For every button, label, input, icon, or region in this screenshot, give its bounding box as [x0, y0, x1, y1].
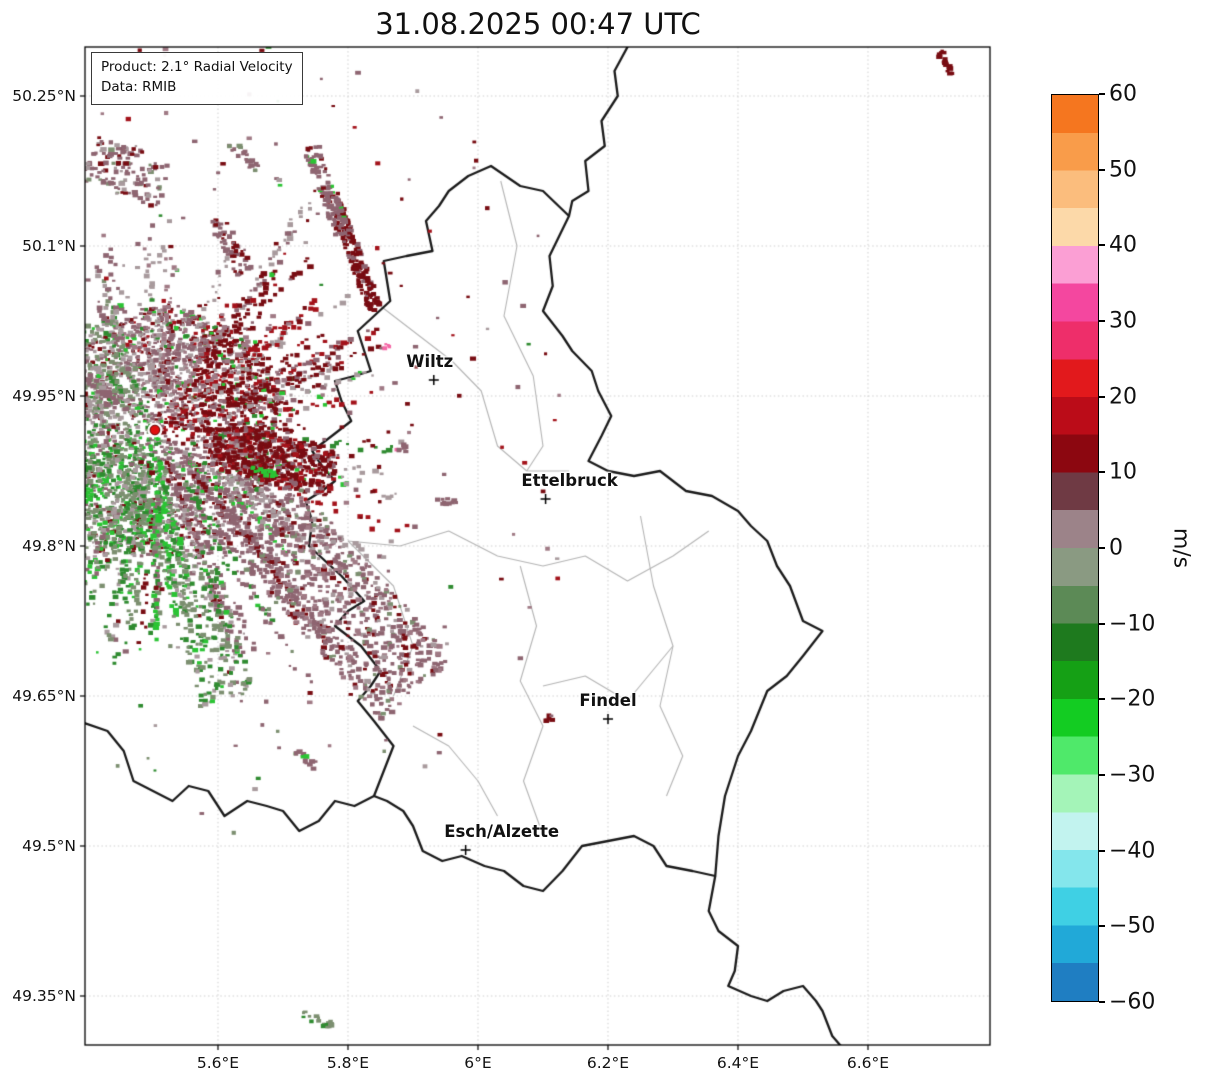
product-info-line: Product: 2.1° Radial Velocity: [101, 59, 293, 75]
colorbar-tick-mark: [1099, 320, 1105, 322]
colorbar-tick-mark: [1099, 93, 1105, 95]
colorbar-tick-label: 0: [1109, 535, 1123, 561]
colorbar-tick-label: 40: [1109, 232, 1137, 258]
colorbar-tick-mark: [1099, 698, 1105, 701]
x-tick-label: 6.6°E: [846, 1054, 890, 1072]
colorbar-tick-mark: [1099, 547, 1105, 549]
colorbar-tick-label: −40: [1109, 838, 1156, 864]
x-tick-label: 6°E: [464, 1054, 492, 1072]
y-tick-label: 49.5°N: [22, 837, 76, 855]
colorbar-tick-label: −30: [1109, 762, 1156, 788]
y-tick-label: 50.1°N: [22, 237, 76, 255]
colorbar-tick-mark: [1099, 774, 1105, 776]
colorbar-tick-mark: [1099, 925, 1105, 928]
colorbar-tick-mark: [1099, 1001, 1105, 1003]
colorbar-tick-label: −60: [1109, 989, 1156, 1015]
y-tick-label: 49.65°N: [12, 687, 76, 705]
y-tick-label: 50.25°N: [12, 87, 76, 105]
colorbar-tick-mark: [1099, 168, 1105, 171]
colorbar-tick-label: 20: [1109, 384, 1137, 410]
city-label: Esch/Alzette: [444, 822, 560, 841]
colorbar-tick-label: −50: [1109, 913, 1156, 939]
plot-title: 31.08.2025 00:47 UTC: [375, 7, 701, 41]
product-info-box: Product: 2.1° Radial Velocity Data: RMIB: [91, 52, 303, 105]
y-tick-label: 49.8°N: [22, 537, 76, 555]
city-label: Wiltz: [406, 352, 454, 371]
colorbar-tick-mark: [1099, 471, 1105, 474]
x-tick-label: 6.2°E: [586, 1054, 630, 1072]
colorbar-tick-label: 50: [1109, 157, 1137, 183]
colorbar-tick-label: 10: [1109, 459, 1137, 485]
colorbar-tick-mark: [1099, 395, 1105, 398]
y-tick-label: 49.35°N: [12, 987, 76, 1005]
colorbar-tick-label: −20: [1109, 686, 1156, 712]
colorbar-tick-label: 30: [1109, 308, 1137, 334]
colorbar-tick-mark: [1099, 622, 1105, 625]
colorbar-tick-mark: [1099, 244, 1105, 247]
colorbar-unit-label: m/s: [1168, 527, 1194, 569]
colorbar-tick-mark: [1099, 849, 1105, 852]
x-tick-label: 5.8°E: [326, 1054, 370, 1072]
colorbar-tick-label: −10: [1109, 611, 1156, 637]
city-label: Findel: [579, 691, 637, 710]
y-tick-label: 49.95°N: [12, 387, 76, 405]
colorbar-tick-label: 60: [1109, 81, 1137, 107]
x-tick-label: 5.6°E: [196, 1054, 240, 1072]
colorbar: [1051, 94, 1099, 1002]
x-tick-label: 6.4°E: [716, 1054, 760, 1072]
city-label: Ettelbruck: [521, 471, 618, 490]
data-source-line: Data: RMIB: [101, 79, 177, 96]
